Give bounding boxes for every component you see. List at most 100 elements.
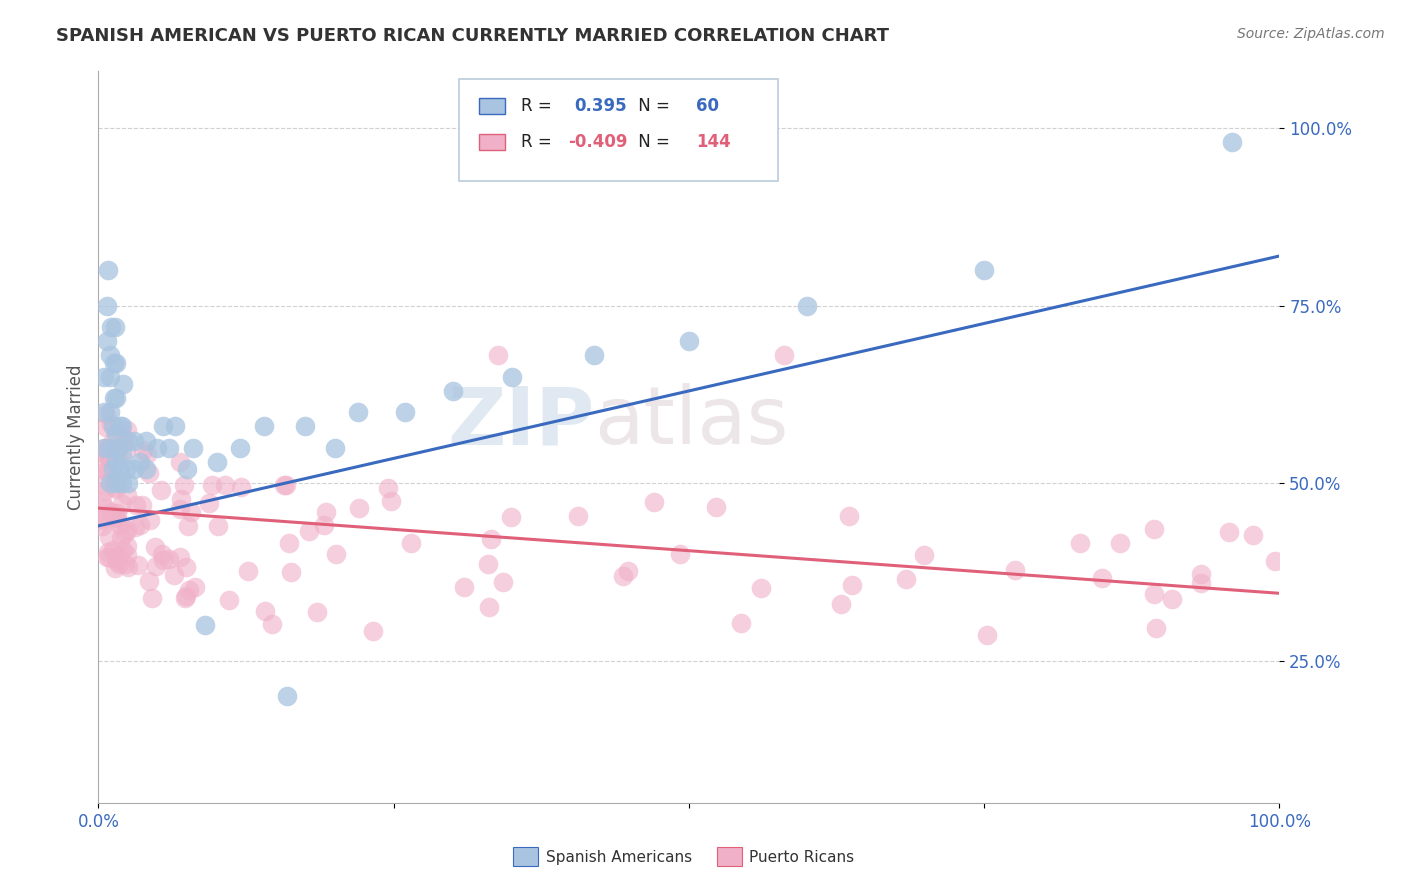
Text: ZIP: ZIP (447, 384, 595, 461)
Text: N =: N = (634, 96, 675, 115)
Point (173, 591, 195, 606)
Point (135, 434, 157, 448)
Point (276, 690, 298, 704)
Point (207, 519, 229, 533)
Point (135, 447, 157, 461)
Point (128, 455, 150, 469)
Point (96, 334, 118, 349)
Point (583, 348, 606, 362)
Point (101, 434, 124, 448)
Point (98, 348, 121, 362)
Point (298, 524, 321, 538)
Point (612, 569, 634, 583)
Point (122, 434, 145, 448)
Point (214, 478, 236, 492)
Point (132, 442, 155, 457)
Point (174, 559, 197, 574)
Point (1146, 621, 1168, 635)
Point (93, 484, 115, 499)
Point (169, 455, 191, 469)
Point (678, 334, 700, 349)
Point (973, 263, 995, 277)
Point (108, 474, 131, 488)
Point (312, 518, 335, 533)
Point (131, 498, 153, 512)
Point (169, 501, 191, 516)
Point (100, 320, 122, 334)
Point (912, 548, 935, 562)
Point (501, 369, 523, 384)
Point (1189, 576, 1212, 591)
Point (117, 434, 139, 448)
Point (294, 419, 316, 434)
Point (115, 488, 138, 502)
Point (114, 462, 136, 476)
Point (115, 443, 138, 458)
Point (139, 513, 162, 527)
Point (115, 523, 138, 537)
Point (307, 605, 329, 619)
Text: 60: 60 (696, 96, 718, 115)
Point (1143, 587, 1166, 601)
Point (177, 519, 200, 533)
Point (98, 369, 121, 384)
Bar (478, 98, 505, 114)
Point (377, 481, 399, 495)
Point (198, 496, 221, 510)
Point (108, 419, 131, 434)
Point (114, 525, 136, 540)
Text: R =: R = (522, 133, 557, 152)
Point (101, 419, 124, 434)
Text: 144: 144 (696, 133, 731, 152)
Point (260, 616, 283, 631)
Point (93, 442, 115, 457)
Point (98, 441, 121, 455)
Point (104, 482, 127, 496)
Point (97, 544, 120, 558)
Point (162, 567, 184, 582)
Point (141, 591, 163, 605)
Point (129, 518, 152, 533)
Point (91, 462, 114, 476)
Point (117, 559, 139, 574)
Point (122, 462, 145, 476)
Point (115, 423, 138, 437)
Point (181, 441, 204, 455)
Point (751, 581, 773, 595)
Point (492, 575, 515, 590)
Y-axis label: Currently Married: Currently Married (66, 364, 84, 510)
Point (201, 478, 224, 492)
Point (380, 494, 402, 508)
Point (1091, 571, 1114, 585)
Point (773, 348, 796, 362)
Point (101, 543, 124, 558)
Point (107, 557, 129, 571)
Point (277, 535, 299, 549)
Point (477, 558, 499, 572)
Point (96, 464, 118, 478)
Point (229, 441, 252, 455)
Point (107, 441, 129, 455)
Point (94, 510, 117, 524)
Point (170, 491, 193, 506)
Point (401, 536, 423, 550)
Point (135, 462, 157, 476)
Point (280, 566, 302, 580)
Point (152, 553, 174, 567)
Bar (478, 135, 505, 151)
Point (98, 450, 121, 464)
Point (110, 531, 132, 545)
Point (1161, 591, 1184, 606)
Point (125, 498, 148, 512)
Point (830, 597, 852, 611)
Point (105, 455, 128, 469)
Point (93, 441, 115, 455)
Point (169, 549, 191, 564)
Point (441, 384, 464, 398)
Point (101, 462, 124, 476)
Point (323, 441, 346, 455)
Point (1004, 563, 1026, 577)
Point (115, 540, 138, 554)
Point (394, 405, 416, 419)
Point (276, 478, 298, 492)
